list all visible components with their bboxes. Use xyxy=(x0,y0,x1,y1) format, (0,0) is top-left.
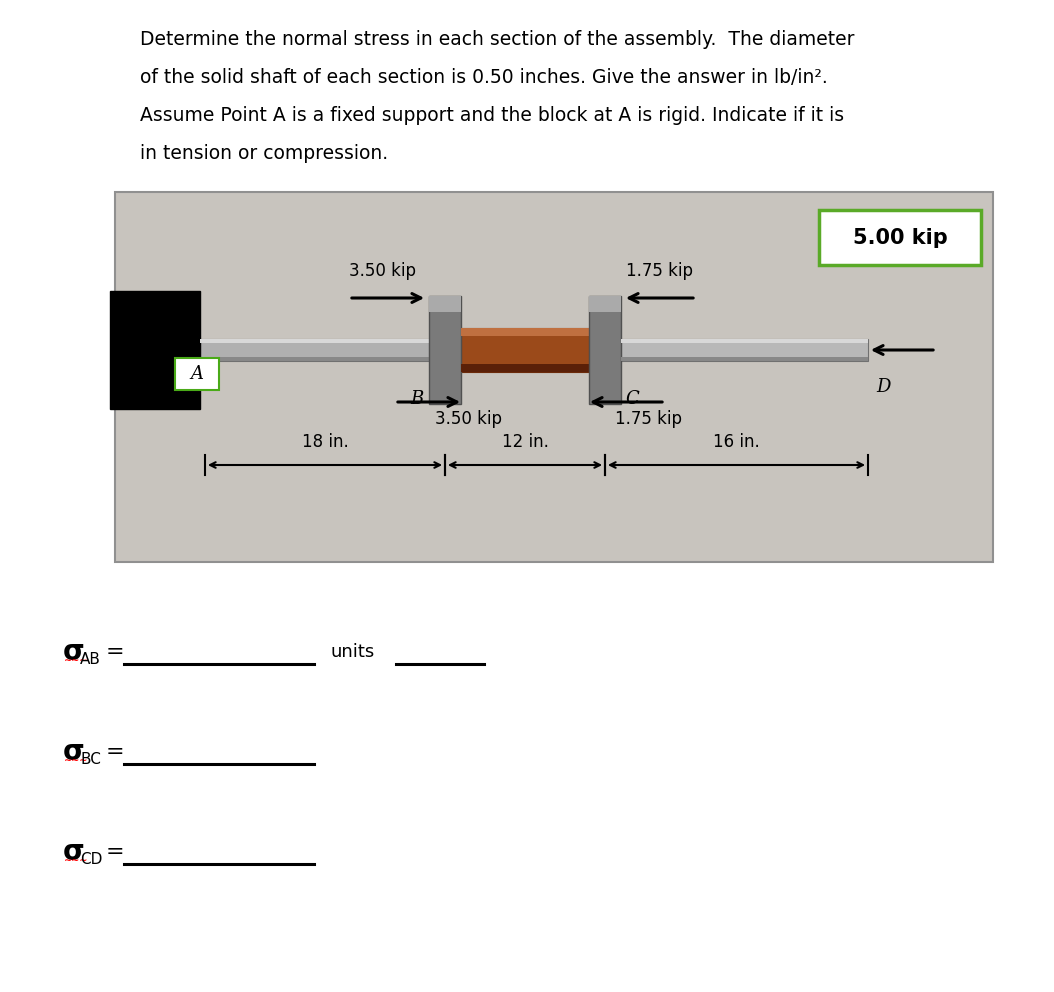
Text: =: = xyxy=(106,742,124,762)
Text: AB: AB xyxy=(80,652,101,667)
Text: of the solid shaft of each section is 0.50 inches. Give the answer in lb/in².: of the solid shaft of each section is 0.… xyxy=(140,68,827,87)
Text: $\mathbf{\sigma}$: $\mathbf{\sigma}$ xyxy=(62,639,84,666)
Text: C: C xyxy=(625,390,639,408)
Text: $\mathbf{\sigma}$: $\mathbf{\sigma}$ xyxy=(62,838,84,865)
Text: A: A xyxy=(191,365,203,383)
Text: CD: CD xyxy=(80,851,102,866)
Bar xyxy=(429,296,461,312)
Bar xyxy=(175,358,219,390)
Bar xyxy=(200,356,429,361)
Text: Determine the normal stress in each section of the assembly.  The diameter: Determine the normal stress in each sect… xyxy=(140,30,855,49)
Text: ∼∼∼: ∼∼∼ xyxy=(64,856,89,866)
Text: 5.00 kip: 5.00 kip xyxy=(853,227,948,247)
Text: ∼∼∼: ∼∼∼ xyxy=(64,656,89,666)
Bar xyxy=(461,328,589,372)
Bar xyxy=(110,291,200,409)
Bar xyxy=(589,296,621,312)
Bar xyxy=(200,339,429,361)
Bar xyxy=(621,356,868,361)
Text: =: = xyxy=(106,642,124,662)
Text: 3.50 kip: 3.50 kip xyxy=(349,262,416,280)
Text: units: units xyxy=(330,643,374,661)
Text: 3.50 kip: 3.50 kip xyxy=(435,410,502,428)
Bar xyxy=(589,296,621,404)
Text: 1.75 kip: 1.75 kip xyxy=(626,262,692,280)
Bar xyxy=(819,210,981,265)
Text: BC: BC xyxy=(80,752,101,767)
Text: B: B xyxy=(411,390,424,408)
Bar xyxy=(461,328,589,335)
Bar xyxy=(621,339,868,361)
Bar xyxy=(200,339,429,343)
Text: 12 in.: 12 in. xyxy=(502,433,548,451)
Text: 1.75 kip: 1.75 kip xyxy=(614,410,682,428)
Text: =: = xyxy=(106,842,124,862)
Bar xyxy=(461,364,589,372)
Text: 16 in.: 16 in. xyxy=(714,433,760,451)
Bar xyxy=(621,339,868,343)
Bar xyxy=(429,296,461,404)
Text: 18 in.: 18 in. xyxy=(301,433,349,451)
Bar xyxy=(115,192,993,562)
Text: $\mathbf{\sigma}$: $\mathbf{\sigma}$ xyxy=(62,738,84,766)
Text: in tension or compression.: in tension or compression. xyxy=(140,144,388,163)
Text: D: D xyxy=(876,378,891,396)
Text: Assume Point A is a fixed support and the block at A is rigid. Indicate if it is: Assume Point A is a fixed support and th… xyxy=(140,106,844,125)
Text: ∼∼∼: ∼∼∼ xyxy=(64,756,89,766)
